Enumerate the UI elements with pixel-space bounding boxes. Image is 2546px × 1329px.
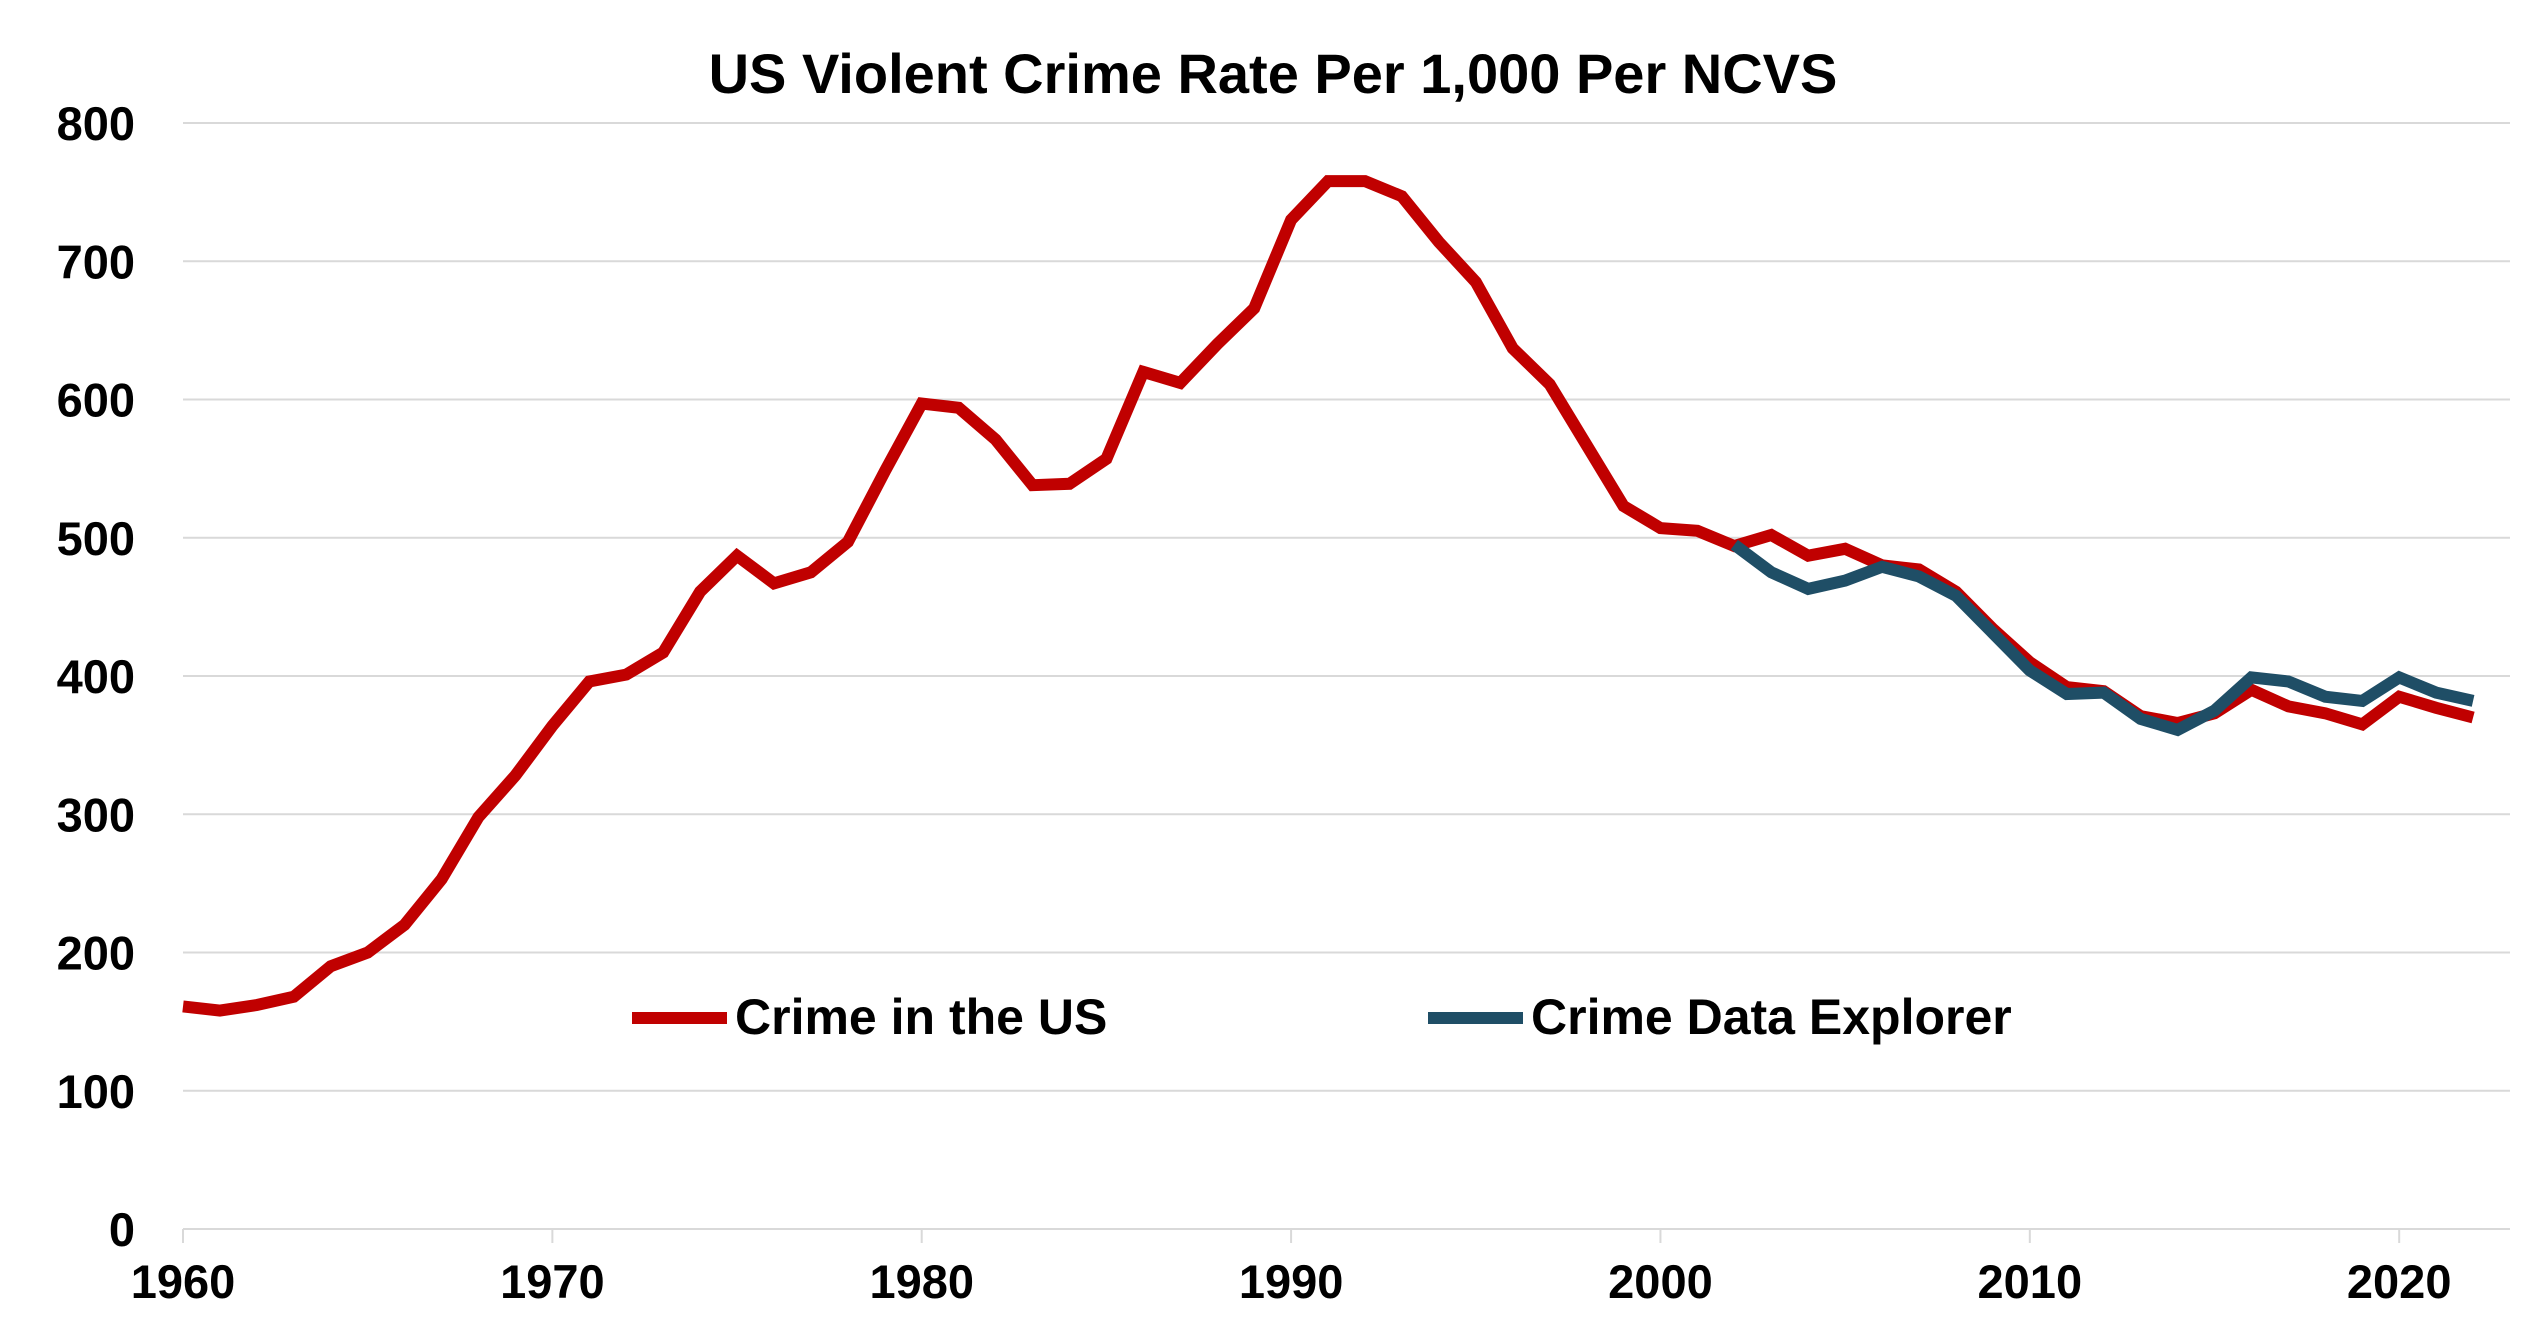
series-line-crime-data-explorer — [1730, 539, 2475, 737]
x-tick-label-1980: 1980 — [869, 1255, 974, 1308]
series-line-crime-in-the-us — [182, 175, 2475, 1017]
x-tick-label-1990: 1990 — [1239, 1255, 1344, 1308]
x-axis-tick-labels: 1960 1970 1980 1990 2000 2010 2020 — [131, 1255, 2452, 1308]
legend: Crime in the US Crime Data Explorer — [632, 989, 2012, 1045]
legend-label-crime-data-explorer: Crime Data Explorer — [1531, 989, 2012, 1045]
x-tick-label-1970: 1970 — [500, 1255, 605, 1308]
x-tick-label-2020: 2020 — [2347, 1255, 2452, 1308]
y-tick-label-400: 400 — [57, 650, 135, 703]
y-tick-label-800: 800 — [57, 97, 135, 150]
series-lines — [182, 175, 2475, 1017]
y-tick-label-700: 700 — [57, 235, 135, 288]
y-tick-label-100: 100 — [57, 1065, 135, 1118]
y-tick-label-300: 300 — [57, 788, 135, 841]
x-tick-label-2000: 2000 — [1608, 1255, 1713, 1308]
y-tick-label-500: 500 — [57, 512, 135, 565]
x-tick-label-2010: 2010 — [1978, 1255, 2083, 1308]
y-tick-label-200: 200 — [57, 927, 135, 980]
y-tick-label-600: 600 — [57, 374, 135, 427]
y-axis-tick-labels: 0 100 200 300 400 500 600 700 800 — [57, 97, 135, 1256]
chart-title: US Violent Crime Rate Per 1,000 Per NCVS — [709, 42, 1838, 105]
legend-label-crime-in-the-us: Crime in the US — [735, 989, 1107, 1045]
gridlines — [182, 122, 2510, 1243]
x-tick-label-1960: 1960 — [131, 1255, 236, 1308]
y-tick-label-0: 0 — [109, 1203, 135, 1256]
